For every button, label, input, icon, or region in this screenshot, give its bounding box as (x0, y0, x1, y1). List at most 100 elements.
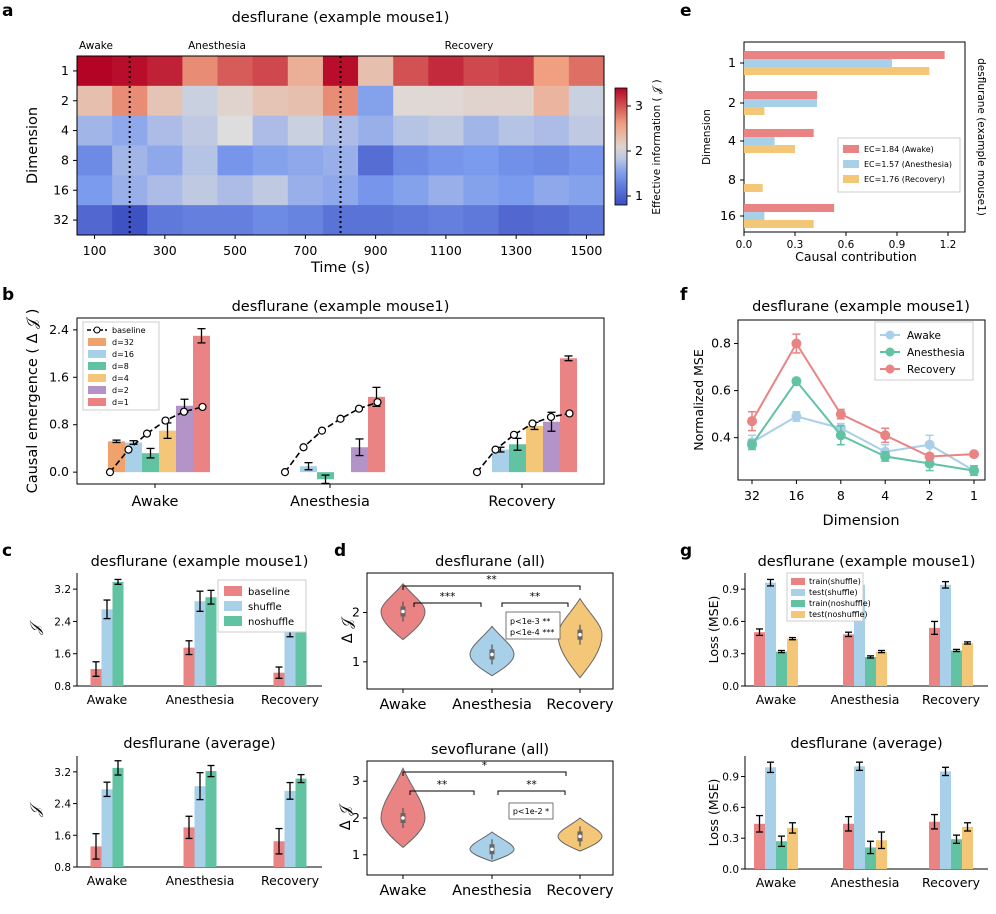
plot-frame (366, 572, 614, 690)
x-tick-label: Awake (87, 873, 128, 888)
panel-label-b: b (2, 285, 14, 305)
point-Anesthesia (747, 439, 757, 450)
bar-baseline (183, 827, 195, 867)
bar-shuffle (101, 789, 113, 867)
heatmap-cell (217, 145, 254, 176)
bar-d=8 (142, 453, 159, 473)
x-tick-label: 4 (881, 488, 889, 503)
bar-d=16 (492, 449, 509, 473)
heatmap-cell (428, 145, 464, 176)
heatmap-cell (147, 175, 183, 206)
heatmap-cell (463, 85, 500, 117)
baseline-point (124, 445, 133, 454)
bar-test(shuffle) (854, 766, 865, 869)
bar-train(shuffle) (929, 821, 940, 869)
panel-g1-bar-chart: desflurane (example mouse1) 0.0 0.3 0.6 0.9 A… (706, 554, 988, 707)
phase-label: Anesthesia (188, 40, 246, 52)
y-tick-label: 16 (720, 208, 736, 223)
heatmap-cell (393, 115, 429, 146)
bar-train(noshuffle) (951, 839, 962, 869)
x-tick-label: 500 (223, 243, 247, 258)
y-tick-label: 1.6 (54, 830, 71, 842)
y-tick-label: 3 (352, 773, 360, 788)
x-tick-label: Awake (756, 692, 797, 707)
heatmap-cell (252, 175, 289, 206)
legend-label: d=1 (112, 398, 129, 407)
significance-bracket-awake-recovery (402, 585, 581, 590)
heatmap-cell (77, 85, 113, 117)
bar-baseline (90, 669, 102, 686)
y-tick-label: 3.2 (54, 584, 71, 596)
y-tick-label: 0.3 (722, 649, 739, 661)
y-axis-label: Δ 𝒥 (338, 803, 354, 831)
panel-label-a: a (2, 1, 13, 21)
colorbar-tick-label: 3 (635, 98, 643, 113)
heatmap-cell (112, 145, 148, 176)
bar-train(shuffle) (843, 823, 854, 869)
y-tick-label: 0.8 (54, 862, 71, 874)
heatmap-cell (498, 115, 535, 146)
bar-EC=1.57 (Anesthesia) (744, 99, 818, 107)
x-tick-label: Recovery (922, 692, 981, 707)
legend-label: test(shuffle) (809, 588, 858, 597)
bar-d=4 (526, 425, 543, 473)
series-line-Awake (751, 415, 975, 472)
legend-label: train(shuffle) (809, 577, 861, 586)
y-axis-label: Causal emergence ( Δ 𝒥 ) (25, 309, 41, 494)
bar-test(noshuffle) (787, 638, 798, 686)
y-tick-label: 2 (728, 95, 736, 110)
heatmap-cell (287, 175, 324, 206)
heatmap-cell (393, 205, 429, 236)
x-tick-label: Recovery (261, 692, 320, 707)
x-tick-label: Anesthesia (166, 873, 235, 888)
significance-bracket-anesthesia-recovery (501, 602, 569, 607)
x-tick-label: 1100 (430, 243, 462, 258)
significance-bracket-anesthesia-recovery (497, 790, 566, 795)
legend-swatch (224, 586, 242, 596)
y-tick-label: 0.0 (49, 464, 69, 479)
colorbar (614, 87, 628, 206)
heatmap-cell (147, 205, 183, 236)
legend-label: d=4 (112, 374, 129, 383)
y-tick-label: 0.4 (711, 430, 731, 445)
y-tick-label: 2 (352, 604, 360, 619)
bar-baseline (183, 647, 195, 686)
panel-label-e: e (680, 1, 692, 21)
heatmap-cell (428, 115, 464, 146)
y-tick-label: 2 (352, 810, 360, 825)
bar-baseline (273, 672, 285, 686)
x-tick-label: Anesthesia (452, 883, 532, 899)
significance-bracket-awake-recovery-label: ** (486, 574, 497, 586)
x-tick-label: Anesthesia (452, 697, 532, 713)
heatmap-cell (322, 175, 359, 206)
heatmap-cell (428, 56, 464, 87)
violin-median (490, 847, 494, 852)
legend-swatch (88, 386, 106, 394)
heatmap-cell (287, 56, 324, 87)
baseline-point (299, 443, 308, 452)
y-tick-label: 0.0 (722, 681, 739, 693)
plot-frame (76, 317, 605, 485)
heatmap-cell (252, 56, 289, 87)
x-tick-label: Awake (380, 883, 427, 899)
heatmap-cell (358, 205, 394, 236)
y-tick-label: 0.8 (54, 681, 71, 693)
y-axis-label: 𝒥 (28, 802, 44, 818)
violin-Awake (380, 767, 426, 849)
heatmap-cell (287, 145, 324, 176)
significance-bracket-awake-anesthesia-label: ** (437, 779, 448, 791)
x-tick-label: Awake (756, 875, 797, 890)
baseline-point (280, 468, 290, 477)
x-tick-label: 0.6 (838, 239, 855, 251)
legend-swatch-marker (885, 364, 895, 374)
bar-test(noshuffle) (876, 840, 887, 869)
heatmap-cell (182, 115, 219, 146)
baseline-point (161, 416, 170, 425)
legend-label: Anesthesia (907, 347, 965, 359)
baseline-point (509, 430, 519, 439)
heatmap-cell (147, 115, 183, 146)
x-tick-label: 2 (926, 488, 934, 503)
heatmap-cell (568, 205, 605, 236)
bar-test(shuffle) (765, 767, 776, 869)
